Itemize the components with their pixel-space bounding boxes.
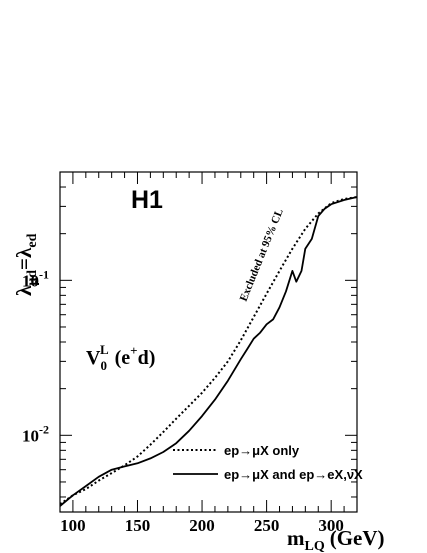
- y-axis-title: λμd=λed: [12, 233, 40, 296]
- x-tick-label: 100: [60, 516, 86, 535]
- model-label: V0L (e+d): [86, 342, 155, 373]
- y-axis-title-first-sub: μd: [25, 270, 40, 286]
- model-label-base: V: [86, 347, 101, 369]
- model-label-sub: 0: [100, 358, 107, 373]
- x-tick-label: 300: [318, 516, 344, 535]
- experiment-label: H1: [131, 186, 163, 214]
- model-label-paren-sup: +: [130, 343, 137, 358]
- x-tick-label: 250: [254, 516, 280, 535]
- x-axis-title: mLQ (GeV): [287, 526, 385, 553]
- x-tick-label: 200: [189, 516, 215, 535]
- series-line-combined: [59, 196, 358, 507]
- y-tick-labels: 10-2 10-1: [22, 267, 49, 445]
- series-line-mu-only: [59, 196, 358, 505]
- y-axis-title-second-sub: ed: [25, 233, 40, 247]
- model-label-sup: L: [100, 342, 109, 357]
- x-tick-label: 150: [125, 516, 151, 535]
- legend: ep→μX only ep→μX and ep→eX,νX: [173, 443, 363, 482]
- excluded-annotation: Excluded at 95% CL: [238, 207, 286, 303]
- model-label-paren: (e: [115, 347, 131, 369]
- y-axis-title-first: λ: [12, 285, 36, 296]
- legend-label-dotted: ep→μX only: [224, 443, 300, 458]
- y-tick-label: 10-1: [22, 267, 49, 290]
- x-axis-title-unit: (GeV): [330, 526, 385, 550]
- y-tick-label: 10-2: [22, 422, 49, 445]
- legend-label-solid: ep→μX and ep→eX,νX: [224, 467, 363, 482]
- model-label-paren-end: d): [138, 347, 156, 369]
- x-axis-title-sub: LQ: [305, 539, 325, 553]
- x-axis-title-base: m: [287, 526, 305, 550]
- y-axis-title-eq: =λ: [12, 247, 36, 270]
- axis-ticks: [59, 171, 358, 512]
- series-layer: [59, 196, 358, 507]
- x-tick-labels: 100 150 200 250 300: [60, 516, 344, 535]
